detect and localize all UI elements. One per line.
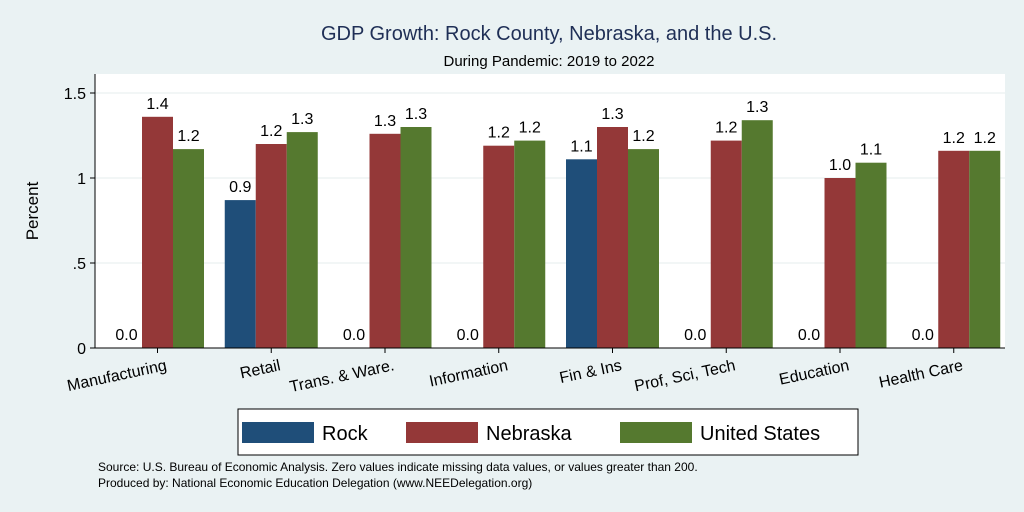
data-labels-group: 0.0 1.4 1.2 0.9 1.2 1.3 0.0 1.3 1.3 0.0 1.2 1.2 1.1 1… [115,96,996,344]
legend-box [237,408,859,456]
data-label: 0.9 [229,179,251,196]
legend: Rock Nebraska United States [242,422,820,445]
bar-nebraska [710,140,742,348]
bar-united-states [400,127,432,348]
data-label: 1.1 [860,142,882,159]
bar-united-states [628,149,659,348]
category-labels-group: Manufacturing Retail Trans. & Ware. Informa… [66,348,965,396]
data-label: 0.0 [457,327,479,344]
bar-united-states [969,150,1001,348]
data-label: 1.3 [601,106,623,123]
category-label: Prof, Sci, Tech [633,357,737,395]
data-label: 1.2 [260,123,282,140]
category-label: Retail [239,357,283,382]
category-label: Information [428,357,510,390]
category-label: Health Care [878,357,965,391]
bar-united-states [741,120,773,348]
bar-rock [224,200,256,348]
y-tick-label: 0 [77,341,86,358]
category-label: Trans. & Ware. [288,357,396,396]
data-label: 1.2 [715,120,737,137]
category-label: Education [778,357,851,388]
data-label: 0.0 [684,327,706,344]
bar-nebraska [597,127,628,348]
bar-nebraska [483,145,515,348]
legend-label: Rock [322,423,369,445]
source-note: Source: U.S. Bureau of Economic Analysis… [98,460,698,474]
data-label: 1.3 [291,111,313,128]
legend-swatch-united-states [620,422,692,443]
bar-nebraska [255,144,287,348]
data-label: 0.0 [343,327,365,344]
data-label: 1.2 [488,125,510,142]
bar-nebraska [938,150,970,348]
y-tick-label: 1 [77,171,86,188]
y-ticks-group: 0 .5 1 1.5 [64,86,95,358]
bar-united-states [286,132,318,348]
data-label: 1.2 [943,130,965,147]
bar-rock [566,159,597,348]
legend-swatch-nebraska [406,422,478,443]
bar-united-states [173,149,204,348]
legend-swatch-rock [242,422,314,443]
y-tick-label: 1.5 [64,86,86,103]
data-label: 1.2 [974,130,996,147]
data-label: 1.0 [829,157,851,174]
data-label: 1.4 [146,96,168,113]
data-label: 1.3 [405,106,427,123]
bar-nebraska [369,133,401,348]
legend-label: Nebraska [486,423,572,445]
category-label: Manufacturing [66,357,169,395]
data-label: 0.0 [115,327,137,344]
bar-nebraska [142,116,173,348]
data-label: 0.0 [798,327,820,344]
category-label: Fin & Ins [558,357,623,387]
y-axis-label: Percent [23,181,42,240]
data-label: 1.2 [177,128,199,145]
data-label: 1.2 [632,128,654,145]
bars-group [142,116,1001,348]
data-label: 1.2 [519,120,541,137]
data-label: 1.3 [746,99,768,116]
data-label: 0.0 [912,327,934,344]
bar-united-states [514,140,546,348]
data-label: 1.1 [570,138,592,155]
bar-nebraska [824,178,856,348]
chart-subtitle: During Pandemic: 2019 to 2022 [444,53,655,70]
data-label: 1.3 [374,113,396,130]
y-tick-label: .5 [73,256,86,273]
chart-title: GDP Growth: Rock County, Nebraska, and t… [321,23,777,45]
bar-united-states [855,162,887,348]
legend-label: United States [700,423,820,445]
produced-by-note: Produced by: National Economic Education… [98,476,532,490]
